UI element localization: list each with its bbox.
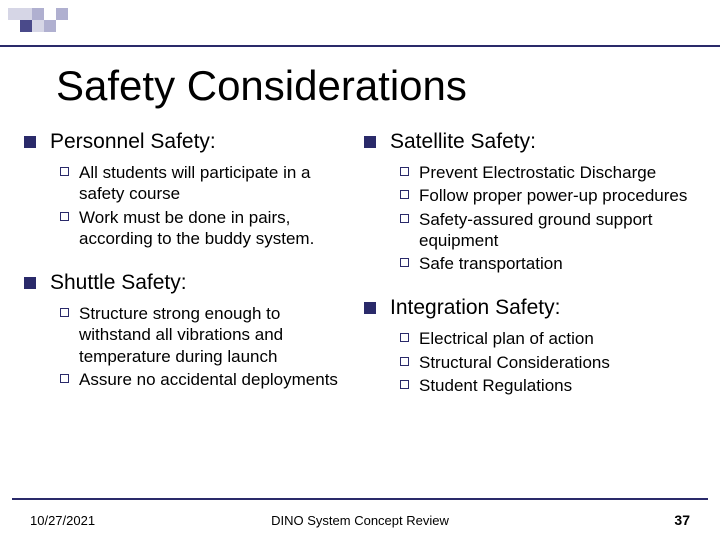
list-item: Structural Considerations	[400, 352, 690, 373]
hollow-square-icon	[400, 258, 409, 267]
section-satellite: Satellite Safety: Prevent Electrostatic …	[360, 130, 690, 274]
square-bullet-icon	[24, 136, 36, 148]
square-bullet-icon	[364, 302, 376, 314]
list-item: Assure no accidental deployments	[60, 369, 350, 390]
list-item: Safe transportation	[400, 253, 690, 274]
hollow-square-icon	[400, 190, 409, 199]
section-personnel: Personnel Safety: All students will part…	[20, 130, 350, 249]
list-item: Structure strong enough to withstand all…	[60, 303, 350, 367]
left-column: Personnel Safety: All students will part…	[20, 130, 360, 418]
content-area: Personnel Safety: All students will part…	[20, 130, 700, 418]
list-item: Student Regulations	[400, 375, 690, 396]
hollow-square-icon	[60, 167, 69, 176]
page-number: 37	[674, 512, 690, 528]
hollow-square-icon	[400, 380, 409, 389]
corner-decoration	[8, 8, 68, 32]
footer-center-text: DINO System Concept Review	[271, 513, 449, 528]
hollow-square-icon	[60, 212, 69, 221]
right-column: Satellite Safety: Prevent Electrostatic …	[360, 130, 700, 418]
list-item: Prevent Electrostatic Discharge	[400, 162, 690, 183]
section-title: Shuttle Safety:	[50, 271, 187, 295]
hollow-square-icon	[400, 167, 409, 176]
hollow-square-icon	[400, 333, 409, 342]
section-title: Satellite Safety:	[390, 130, 536, 154]
footer-date: 10/27/2021	[30, 513, 95, 528]
hollow-square-icon	[60, 374, 69, 383]
section-title: Integration Safety:	[390, 296, 560, 320]
footer-rule	[12, 498, 708, 500]
slide-title: Safety Considerations	[56, 62, 467, 110]
list-item: Electrical plan of action	[400, 328, 690, 349]
title-rule	[0, 45, 720, 47]
section-integration: Integration Safety: Electrical plan of a…	[360, 296, 690, 396]
square-bullet-icon	[24, 277, 36, 289]
section-title: Personnel Safety:	[50, 130, 216, 154]
footer: 10/27/2021 DINO System Concept Review 37	[0, 512, 720, 528]
section-shuttle: Shuttle Safety: Structure strong enough …	[20, 271, 350, 390]
hollow-square-icon	[60, 308, 69, 317]
list-item: Safety-assured ground support equipment	[400, 209, 690, 252]
hollow-square-icon	[400, 357, 409, 366]
square-bullet-icon	[364, 136, 376, 148]
list-item: Work must be done in pairs, according to…	[60, 207, 350, 250]
list-item: Follow proper power-up procedures	[400, 185, 690, 206]
list-item: All students will participate in a safet…	[60, 162, 350, 205]
hollow-square-icon	[400, 214, 409, 223]
